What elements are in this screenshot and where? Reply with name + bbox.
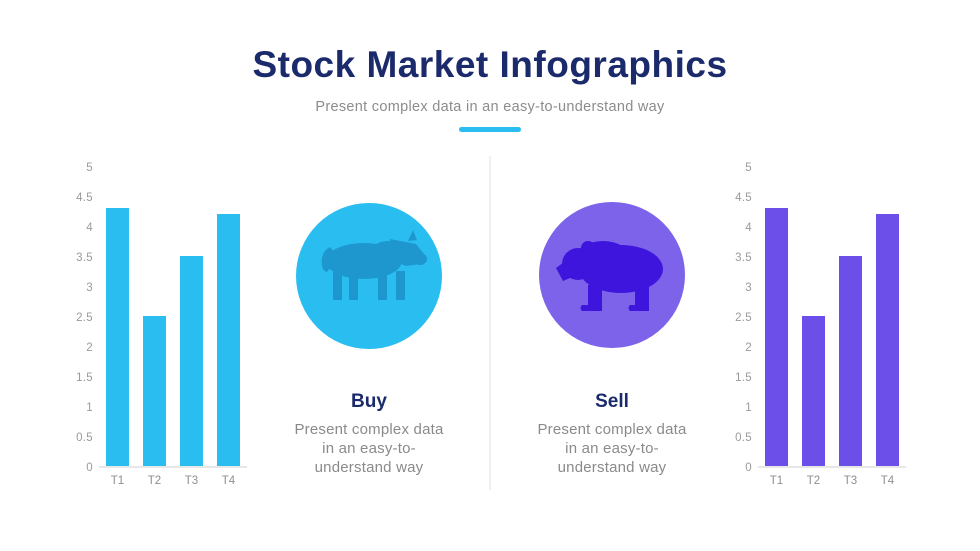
y-tick-label: 5 (86, 162, 93, 174)
bar-t1 (106, 208, 129, 466)
sell-badge (539, 202, 685, 353)
y-tick-label: 4.5 (735, 192, 752, 204)
plot-area (758, 168, 906, 468)
plot-wrap: T1 T2 T3 T4 (758, 168, 906, 487)
buy-label: Buy (351, 391, 387, 412)
x-axis: T1 T2 T3 T4 (99, 475, 247, 487)
y-tick-label: 0 (86, 462, 93, 474)
y-tick-label: 1.5 (735, 372, 752, 384)
y-tick-label: 0 (745, 462, 752, 474)
bull-icon (296, 203, 442, 349)
bar-t3 (839, 256, 862, 466)
x-tick-label: T4 (221, 475, 236, 487)
bar-t4 (876, 214, 899, 466)
y-tick-label: 3.5 (735, 252, 752, 264)
x-tick-label: T1 (110, 475, 125, 487)
page-title: Stock Market Infographics (252, 44, 728, 85)
y-tick-label: 0.5 (76, 432, 93, 444)
bar-chart-buy: 5 4.5 4 3.5 3 2.5 2 1.5 1 0.5 0 T1 T2 T3 T4 (59, 162, 247, 487)
x-tick-label: T3 (843, 475, 858, 487)
bar-t4 (217, 214, 240, 466)
y-tick-label: 3 (86, 282, 93, 294)
y-axis: 5 4.5 4 3.5 3 2.5 2 1.5 1 0.5 0 (718, 162, 752, 474)
y-tick-label: 4 (86, 222, 93, 234)
y-axis: 5 4.5 4 3.5 3 2.5 2 1.5 1 0.5 0 (59, 162, 93, 474)
y-tick-label: 2.5 (735, 312, 752, 324)
y-tick-label: 1 (86, 402, 93, 414)
x-tick-label: T2 (806, 475, 821, 487)
y-tick-label: 1.5 (76, 372, 93, 384)
title-underline-accent (459, 127, 521, 132)
bar-t1 (765, 208, 788, 466)
buy-description: Present complex data in an easy-to-under… (294, 421, 444, 476)
x-tick-label: T1 (769, 475, 784, 487)
y-tick-label: 1 (745, 402, 752, 414)
y-tick-label: 2 (86, 342, 93, 354)
y-tick-label: 4 (745, 222, 752, 234)
bar-t3 (180, 256, 203, 466)
bar-t2 (802, 316, 825, 466)
bar-chart-sell: 5 4.5 4 3.5 3 2.5 2 1.5 1 0.5 0 T1 T2 T3 T4 (718, 162, 906, 487)
y-tick-label: 2 (745, 342, 752, 354)
y-tick-label: 3.5 (76, 252, 93, 264)
y-tick-label: 5 (745, 162, 752, 174)
bar-t2 (143, 316, 166, 466)
x-tick-label: T2 (147, 475, 162, 487)
y-tick-label: 2.5 (76, 312, 93, 324)
bull-silhouette (321, 230, 427, 300)
x-tick-label: T4 (880, 475, 895, 487)
vertical-divider (489, 156, 491, 490)
bear-silhouette (556, 241, 663, 311)
x-axis: T1 T2 T3 T4 (758, 475, 906, 487)
y-tick-label: 3 (745, 282, 752, 294)
plot-wrap: T1 T2 T3 T4 (99, 168, 247, 487)
sell-description: Present complex data in an easy-to-under… (537, 421, 687, 476)
plot-area (99, 168, 247, 468)
page-subtitle: Present complex data in an easy-to-under… (315, 99, 665, 115)
buy-badge (296, 203, 442, 354)
y-tick-label: 4.5 (76, 192, 93, 204)
sell-label: Sell (595, 391, 629, 412)
x-tick-label: T3 (184, 475, 199, 487)
y-tick-label: 0.5 (735, 432, 752, 444)
bear-icon (539, 202, 685, 348)
